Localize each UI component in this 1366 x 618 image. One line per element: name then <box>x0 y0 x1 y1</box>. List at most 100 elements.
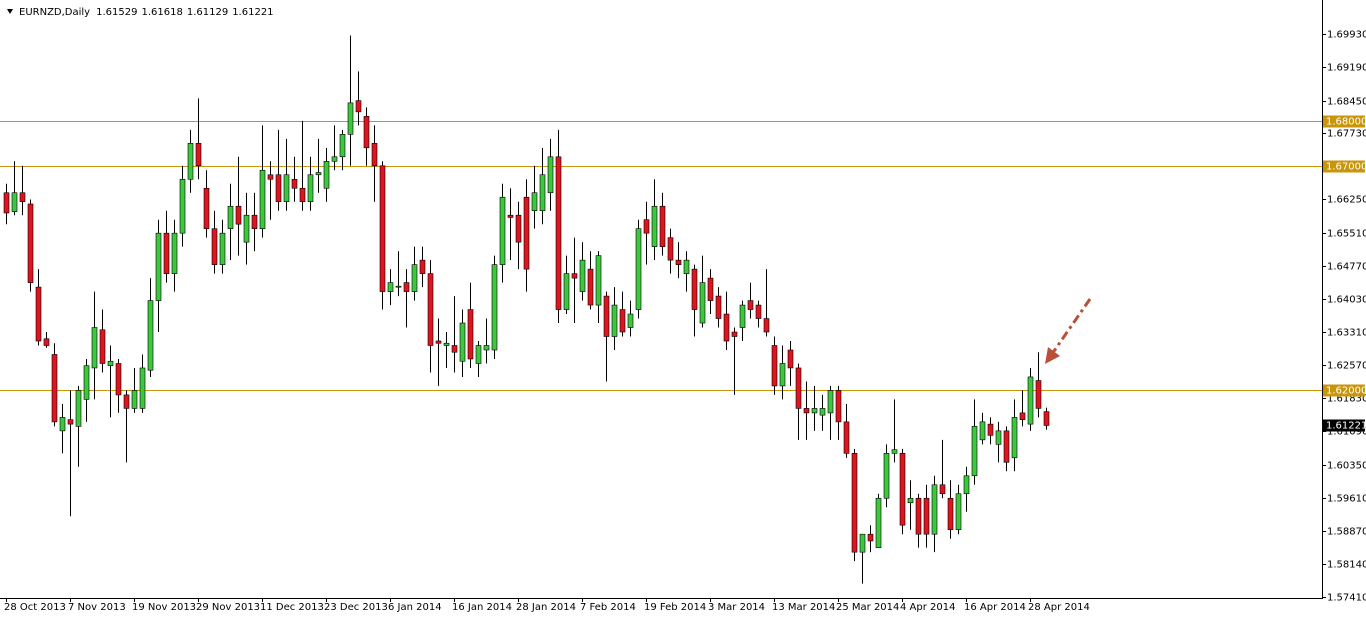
x-tick-label: 11 Dec 2013 <box>260 602 324 613</box>
candle-body <box>491 264 498 351</box>
candle-body <box>131 390 138 409</box>
candle-body <box>787 349 794 369</box>
candle-body <box>123 394 130 409</box>
candle-body <box>923 497 930 535</box>
candle-body <box>243 214 250 243</box>
candle-body <box>539 174 546 212</box>
x-tick-label: 23 Dec 2013 <box>324 602 388 613</box>
candle-body <box>307 174 314 203</box>
y-tick-label: 1.63310 <box>1327 328 1366 339</box>
candle-body <box>547 156 554 194</box>
arrow-head <box>1045 347 1060 364</box>
candle-body <box>675 259 682 265</box>
y-tick-label: 1.62570 <box>1327 361 1366 372</box>
candle-body <box>1043 411 1050 426</box>
candle-body <box>683 259 690 274</box>
candle-body <box>979 421 986 441</box>
candle-body <box>579 259 586 292</box>
candle-body <box>171 232 178 274</box>
header-value: 1.61618 <box>141 7 182 18</box>
level-label-box <box>1323 160 1365 173</box>
candle-body <box>699 282 706 324</box>
candle-body <box>835 390 842 423</box>
y-tick-label: 1.58870 <box>1327 527 1366 538</box>
candle-body <box>395 285 402 288</box>
candle-body <box>163 232 170 274</box>
candle-body <box>1019 412 1026 420</box>
candle-body <box>691 268 698 310</box>
candle-body <box>635 228 642 310</box>
candle-body <box>667 237 674 261</box>
candle-body <box>435 340 442 344</box>
candle-body <box>203 187 210 229</box>
candle-body <box>19 192 26 203</box>
candle-body <box>723 313 730 342</box>
x-tick-label: 16 Jan 2014 <box>452 602 512 613</box>
annotation-arrow <box>1045 298 1092 364</box>
candle-body <box>227 205 234 229</box>
candle-body <box>259 169 266 229</box>
menu-triangle[interactable] <box>7 9 13 14</box>
candle-body <box>531 192 538 212</box>
candle-body <box>59 417 66 432</box>
candle-body <box>139 367 146 409</box>
candle-body <box>219 232 226 265</box>
candle-body <box>955 493 962 531</box>
candle-body <box>571 273 578 279</box>
candle-body <box>91 327 98 369</box>
candle-body <box>627 313 634 328</box>
candle-body <box>27 203 34 283</box>
candle-body <box>3 192 10 214</box>
x-tick-label: 16 Apr 2014 <box>964 602 1026 613</box>
y-tick-label: 1.69930 <box>1327 30 1366 41</box>
x-tick-label: 29 Nov 2013 <box>196 602 260 613</box>
candle-body <box>1027 376 1034 425</box>
candle-body <box>587 268 594 306</box>
candle-body <box>939 484 946 495</box>
candle-body <box>483 345 490 351</box>
candle-body <box>283 174 290 203</box>
x-tick-label: 4 Apr 2014 <box>900 602 955 613</box>
candle-body <box>83 365 90 400</box>
candle-body <box>179 178 186 234</box>
candle-body <box>731 331 738 337</box>
x-tick-label: 13 Mar 2014 <box>772 602 835 613</box>
candle-body <box>611 304 618 337</box>
candle-body <box>707 277 714 301</box>
y-tick-label: 1.69190 <box>1327 63 1366 74</box>
candle-body <box>363 116 370 149</box>
candle-body <box>899 453 906 526</box>
y-tick-label: 1.61830 <box>1327 394 1366 405</box>
candle-body <box>355 100 362 113</box>
candle-body <box>875 497 882 548</box>
candle-body <box>595 255 602 306</box>
x-tick-label: 28 Jan 2014 <box>516 602 576 613</box>
candle-body <box>339 134 346 158</box>
candle-body <box>507 214 514 218</box>
candle-body <box>459 322 466 362</box>
level-label-box <box>1323 384 1365 397</box>
plot-area <box>0 35 1322 584</box>
candle-body <box>99 329 106 364</box>
candle-body <box>755 304 762 319</box>
candle-body <box>867 533 874 542</box>
candle-body <box>907 497 914 504</box>
candle-body <box>75 390 82 427</box>
candle-body <box>811 408 818 414</box>
candle-body <box>411 264 418 292</box>
y-tick-label: 1.67730 <box>1327 129 1366 140</box>
candle-body <box>715 295 722 319</box>
x-tick-label: 19 Nov 2013 <box>132 602 196 613</box>
candle-body <box>739 304 746 328</box>
candle-body <box>971 426 978 477</box>
candle-body <box>499 196 506 265</box>
header-value: 1.61221 <box>232 7 273 18</box>
candle-body <box>475 345 482 364</box>
candle-body <box>651 205 658 247</box>
candle-body <box>563 273 570 310</box>
candle-body <box>843 421 850 454</box>
candle-body <box>371 143 378 167</box>
level-label: 1.62000 <box>1326 386 1366 397</box>
y-tick-label: 1.60350 <box>1327 461 1366 472</box>
